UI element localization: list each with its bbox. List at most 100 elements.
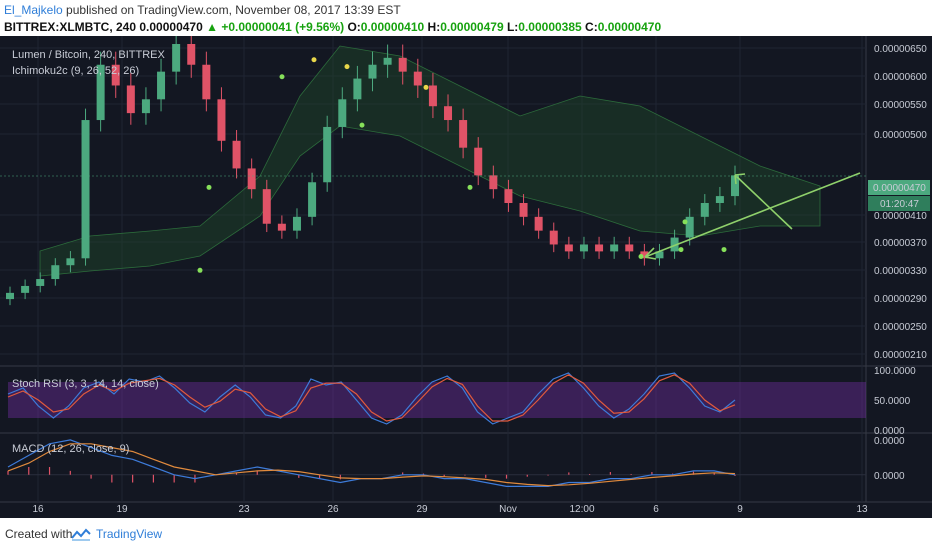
- candle-body: [655, 251, 664, 259]
- candle-body: [519, 203, 528, 217]
- green-signal-marker: [678, 247, 684, 253]
- candle-body: [504, 189, 513, 203]
- footer: Created with TradingView: [0, 518, 932, 550]
- stoch-y-tick-label: 0.0000: [874, 426, 905, 437]
- up-arrow-icon: ▲: [206, 20, 218, 34]
- x-tick-label: 12:00: [569, 504, 594, 515]
- candle-body: [731, 175, 739, 197]
- stoch-y-tick-label: 50.0000: [874, 396, 911, 407]
- x-tick-label: 19: [116, 504, 128, 515]
- candle-body: [428, 85, 437, 107]
- close-value: 0.00000470: [597, 20, 662, 34]
- y-tick-label: 0.00000410: [874, 211, 927, 222]
- candle-body: [610, 244, 619, 252]
- macd-series-line: [7, 443, 736, 487]
- trend-line-support: [644, 172, 861, 258]
- yellow-signal-marker: [344, 64, 350, 70]
- y-tick-label: 0.00000210: [874, 350, 927, 361]
- stoch-band: [8, 382, 866, 418]
- chart-svg[interactable]: 16 19 23 26 29 Nov 12:00 6 9 13 0.00000650 0.000006…: [0, 36, 932, 518]
- candle-body: [685, 216, 694, 238]
- candle-body: [534, 216, 543, 231]
- price-label: 0.00000470: [873, 183, 926, 194]
- change-value: +0.00000041 (+9.56%): [221, 20, 345, 34]
- macd-y-tick-label: 0.0000: [874, 436, 905, 447]
- stoch-rsi-pane[interactable]: [7, 372, 866, 425]
- candle-body: [247, 168, 256, 190]
- candle-body: [549, 230, 558, 245]
- macd-legend: MACD (12, 26, close, 9): [12, 443, 129, 455]
- tradingview-brand-link[interactable]: TradingView: [96, 527, 163, 541]
- high-label: H:: [427, 20, 441, 34]
- x-tick-label: 9: [737, 504, 743, 515]
- macd-y-tick-label: 0.0000: [874, 471, 905, 482]
- candle-body: [670, 237, 679, 252]
- y-tick-label: 0.00000370: [874, 238, 927, 249]
- macd-pane[interactable]: [7, 439, 866, 487]
- x-tick-label: Nov: [499, 504, 517, 515]
- candle-body: [81, 120, 90, 259]
- candle-body: [564, 244, 573, 252]
- green-signal-marker: [206, 184, 212, 190]
- y-tick-label: 0.00000550: [874, 100, 927, 111]
- symbol-label: BITTREX:XLMBTC, 240: [4, 20, 137, 34]
- candle-body: [398, 57, 407, 72]
- candle-body: [187, 44, 196, 65]
- green-signal-marker: [638, 253, 644, 259]
- y-tick-label: 0.00000650: [874, 44, 927, 55]
- close-label: C:: [585, 20, 598, 34]
- chart-area[interactable]: 16 19 23 26 29 Nov 12:00 6 9 13 0.00000650 0.000006…: [0, 36, 932, 518]
- candle-body: [277, 223, 286, 231]
- y-tick-label: 0.00000290: [874, 294, 927, 305]
- candle-body: [383, 57, 392, 65]
- countdown-label: 01:20:47: [880, 199, 919, 210]
- publish-line: El_Majkelo published on TradingView.com,…: [4, 3, 401, 17]
- green-signal-marker: [682, 219, 688, 225]
- x-tick-label: 13: [856, 504, 868, 515]
- candle-body: [111, 64, 120, 86]
- created-with-text: Created with: [5, 527, 73, 541]
- green-signal-marker: [359, 122, 365, 128]
- candle-body: [217, 99, 226, 141]
- x-tick-label: 29: [416, 504, 428, 515]
- candle-body: [413, 71, 422, 86]
- ichimoku-legend: Ichimoku2c (9, 26, 52, 26): [12, 65, 139, 77]
- candle-body: [292, 216, 301, 231]
- y-tick-label: 0.00000600: [874, 72, 927, 83]
- stoch-series-line: [7, 374, 736, 422]
- last-price: 0.00000470: [139, 20, 203, 34]
- candle-body: [353, 78, 362, 100]
- author-link[interactable]: El_Majkelo: [4, 3, 63, 17]
- y-tick-label: 0.00000500: [874, 130, 927, 141]
- trend-line-down: [734, 174, 793, 230]
- yellow-signal-marker: [311, 57, 317, 63]
- candle-body: [202, 64, 211, 100]
- candle-body: [625, 244, 634, 252]
- open-label: O:: [347, 20, 361, 34]
- candle-body: [157, 71, 166, 100]
- chart-background: [0, 36, 932, 518]
- candle-body: [595, 244, 604, 252]
- countdown-box: [868, 196, 930, 211]
- ichimoku-cloud: [39, 45, 821, 277]
- stoch-series-line: [7, 372, 736, 425]
- y-tick-label: 0.00000250: [874, 322, 927, 333]
- candle-body: [368, 64, 377, 79]
- candle-body: [51, 265, 60, 280]
- x-tick-label: 6: [653, 504, 659, 515]
- green-signal-marker: [467, 184, 473, 190]
- green-signal-marker: [197, 267, 203, 273]
- price-pane[interactable]: [0, 36, 866, 306]
- candle-body: [338, 99, 347, 127]
- candle-body: [459, 120, 468, 148]
- x-tick-label: 16: [32, 504, 44, 515]
- axes: 16 19 23 26 29 Nov 12:00 6 9 13 0.00000650 0.000006…: [32, 44, 930, 515]
- ohlc-line: BITTREX:XLMBTC, 240 0.00000470 ▲ +0.0000…: [4, 20, 661, 34]
- high-value: 0.00000479: [440, 20, 504, 34]
- published-text: published on TradingView.com, November 0…: [66, 3, 401, 17]
- candle-body: [640, 251, 649, 259]
- candle-body: [474, 147, 483, 176]
- low-value: 0.00000385: [518, 20, 582, 34]
- price-legend-title: Lumen / Bitcoin, 240, BITTREX: [12, 49, 166, 61]
- candle-body: [489, 175, 498, 190]
